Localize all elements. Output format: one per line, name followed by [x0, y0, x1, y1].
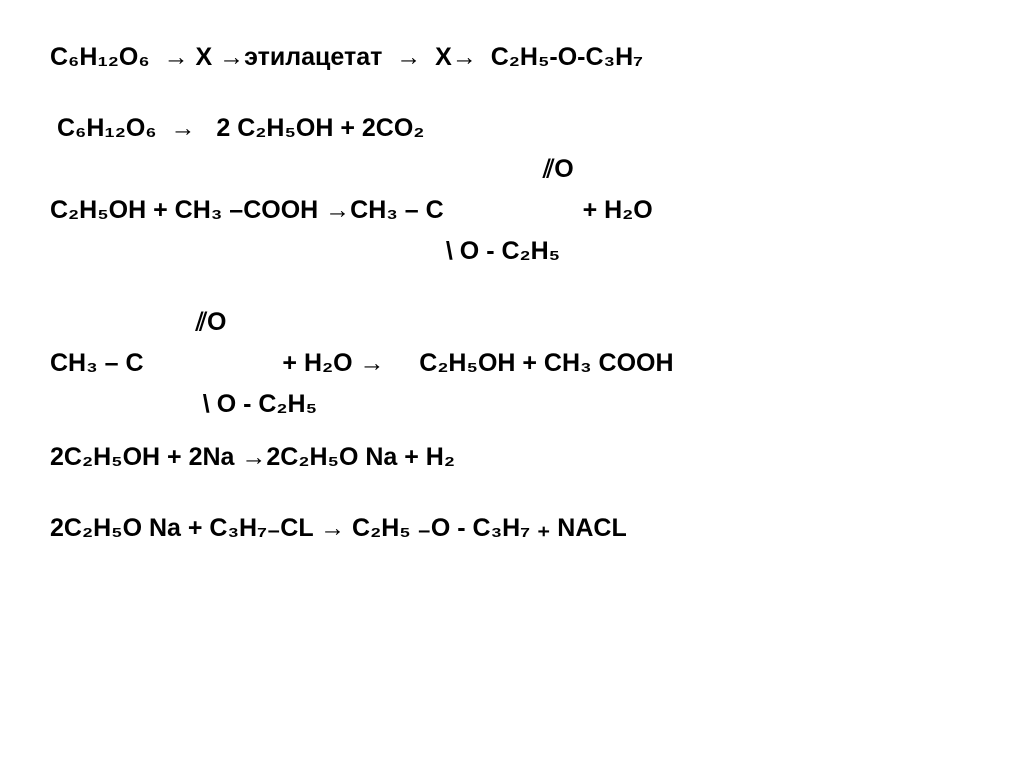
spacer	[50, 481, 974, 511]
equation-line-4c: \ O - C₂H₅	[50, 387, 974, 422]
equation-line-3b: C₂H₅OH + CH₃ –COOH →CH₃ – C + H₂O	[50, 193, 974, 228]
equation-line-5: 2C₂H₅OH + 2Na →2C₂H₅O Na + H₂	[50, 440, 974, 475]
equation-line-4b: CH₃ – C + H₂O → C₂H₅OH + CH₃ COOH	[50, 346, 974, 381]
equation-line-3c: \ O - C₂H₅	[50, 234, 974, 269]
equation-line-3a: ⫽O	[50, 152, 974, 187]
spacer	[50, 81, 974, 111]
chemistry-equations-page: C₆H₁₂O₆ → X →этилацетат → X→ C₂H₅-O-C₃H₇…	[0, 0, 1024, 546]
spacer	[50, 275, 974, 305]
equation-line-1: C₆H₁₂O₆ → X →этилацетат → X→ C₂H₅-O-C₃H₇	[50, 40, 974, 75]
equation-line-4a: ⫽O	[50, 305, 974, 340]
equation-line-2: C₆H₁₂O₆ → 2 C₂H₅OH + 2CO₂	[50, 111, 974, 146]
spacer	[50, 428, 974, 440]
equation-line-6: 2C₂H₅O Na + C₃H₇₋CL → C₂H₅ ₋O - C₃H₇ ₊ N…	[50, 511, 974, 546]
